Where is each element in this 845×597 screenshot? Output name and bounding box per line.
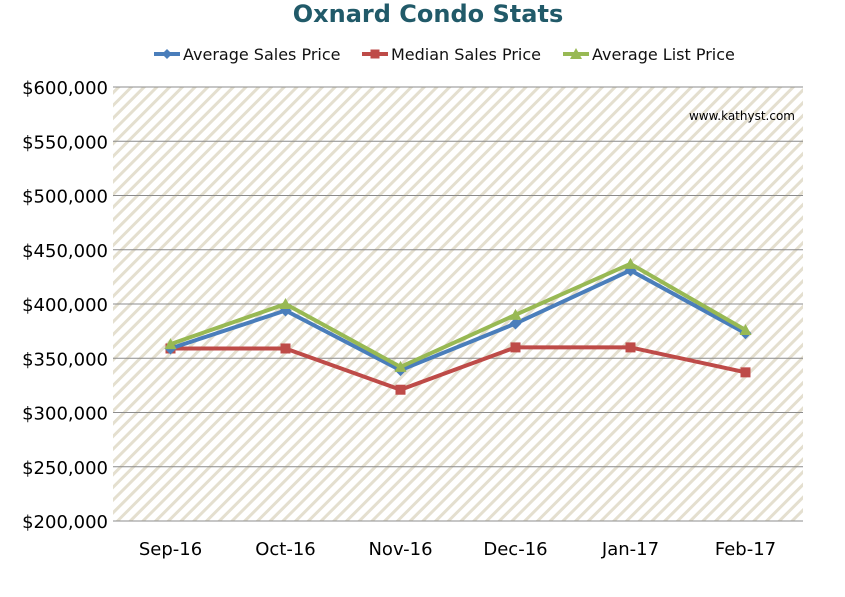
x-tick-label: Dec-16 (483, 539, 547, 560)
data-point-average-list-price (279, 298, 292, 309)
data-point-median-sales-price (510, 342, 521, 353)
legend-label-median-sales-price: Median Sales Price (391, 45, 541, 64)
x-tick-label: Feb-17 (715, 539, 776, 560)
data-point-average-sales-price (509, 317, 522, 330)
y-tick-label: $300,000 (22, 404, 108, 425)
series-lines (164, 257, 752, 395)
y-tick-label: $200,000 (22, 512, 108, 533)
x-tick-label: Sep-16 (139, 539, 202, 560)
chart-title: Oxnard Condo Stats (293, 0, 563, 28)
x-tick-label: Nov-16 (368, 539, 432, 560)
x-tick-label: Oct-16 (255, 539, 316, 560)
legend-item-median-sales-price: Median Sales Price (362, 45, 541, 64)
y-tick-label: $550,000 (22, 132, 108, 153)
series-line-median-sales-price (170, 345, 746, 392)
data-point-median-sales-price (740, 367, 751, 378)
data-point-average-list-price (509, 308, 522, 320)
x-tick-label: Jan-17 (601, 539, 659, 560)
legend: Average Sales Price Median Sales Price A… (154, 45, 735, 64)
watermark: www.kathyst.com (689, 109, 795, 123)
y-tick-label: $400,000 (22, 295, 108, 316)
data-point-average-list-price (164, 338, 177, 350)
y-axis: $200,000 $250,000 $300,000 $350,000 $400,000… (22, 78, 108, 533)
data-point-average-list-price (739, 324, 752, 336)
legend-item-average-list-price: Average List Price (563, 45, 735, 64)
data-point-average-list-price (624, 257, 637, 269)
series-average-list-price (164, 257, 752, 372)
y-tick-label: $600,000 (22, 78, 108, 99)
legend-item-average-sales-price: Average Sales Price (154, 45, 341, 64)
series-line-average-sales-price (169, 268, 747, 373)
legend-label-average-sales-price: Average Sales Price (183, 45, 341, 64)
data-point-average-list-price (394, 360, 407, 372)
data-point-median-sales-price (395, 384, 406, 395)
y-tick-label: $450,000 (22, 241, 108, 262)
series-line-average-list-price (169, 261, 747, 369)
data-point-median-sales-price (625, 342, 636, 353)
x-axis: Sep-16 Oct-16 Nov-16 Dec-16 Jan-17 Feb-17 (139, 539, 776, 560)
legend-label-average-list-price: Average List Price (592, 45, 735, 64)
y-tick-label: $250,000 (22, 458, 108, 479)
data-point-median-sales-price (280, 343, 291, 354)
y-tick-label: $500,000 (22, 187, 108, 208)
y-tick-label: $350,000 (22, 349, 108, 370)
